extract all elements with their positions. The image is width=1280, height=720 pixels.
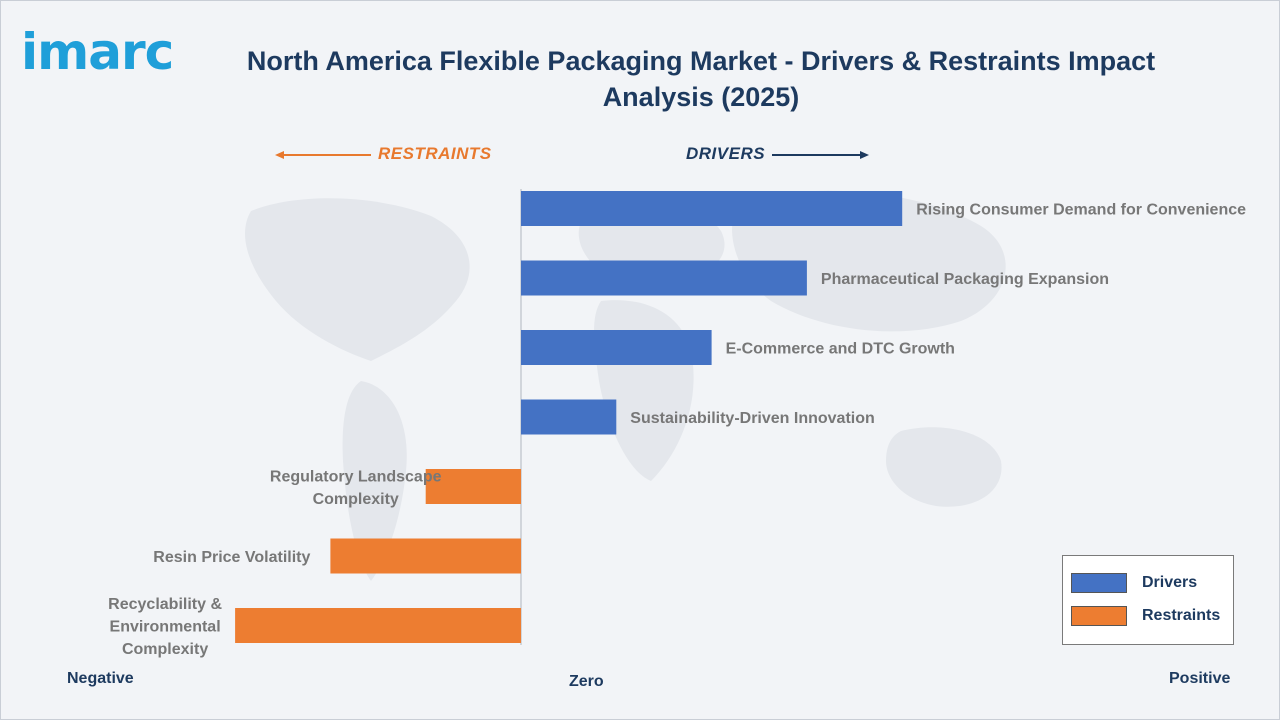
bar-1 [521, 260, 807, 296]
legend-item-restraints: Restraints [1071, 605, 1220, 627]
bar-label-6: Recyclability & Environmental Complexity [108, 596, 222, 658]
legend-label-drivers: Drivers [1142, 574, 1198, 591]
bar-6 [235, 608, 521, 643]
bar-2 [521, 330, 712, 365]
legend-swatch-drivers [1071, 573, 1127, 593]
legend-item-drivers: Drivers [1071, 572, 1197, 594]
bar-0 [521, 191, 903, 226]
bar-5 [330, 538, 521, 574]
positive-axis-label: Positive [1169, 670, 1231, 687]
legend-swatch-restraints [1071, 606, 1127, 626]
negative-axis-label: Negative [67, 670, 134, 687]
bar-4 [425, 469, 521, 504]
bar-label-1: Pharmaceutical Packaging Expansion [821, 271, 1109, 288]
right-arrow-icon [772, 151, 869, 159]
bar-label-2: E-Commerce and DTC Growth [726, 341, 955, 358]
bar-3 [521, 399, 617, 435]
chart-legend: Drivers Restraints [1062, 555, 1234, 645]
legend-label-restraints: Restraints [1142, 607, 1221, 624]
bar-label-0: Rising Consumer Demand for Convenience [916, 202, 1246, 219]
left-arrow-icon [275, 151, 371, 159]
bar-label-3: Sustainability-Driven Innovation [630, 410, 874, 427]
bar-label-5: Resin Price Volatility [153, 549, 310, 566]
drivers-direction-label: DRIVERS [686, 144, 766, 163]
chart-title: North America Flexible Packaging Market … [246, 46, 1156, 112]
bar-label-4: Regulatory Landscape Complexity [270, 468, 442, 508]
imarc-logo: imarc [21, 23, 174, 81]
zero-axis-label: Zero [569, 673, 604, 690]
restraints-direction-label: RESTRAINTS [378, 144, 492, 163]
